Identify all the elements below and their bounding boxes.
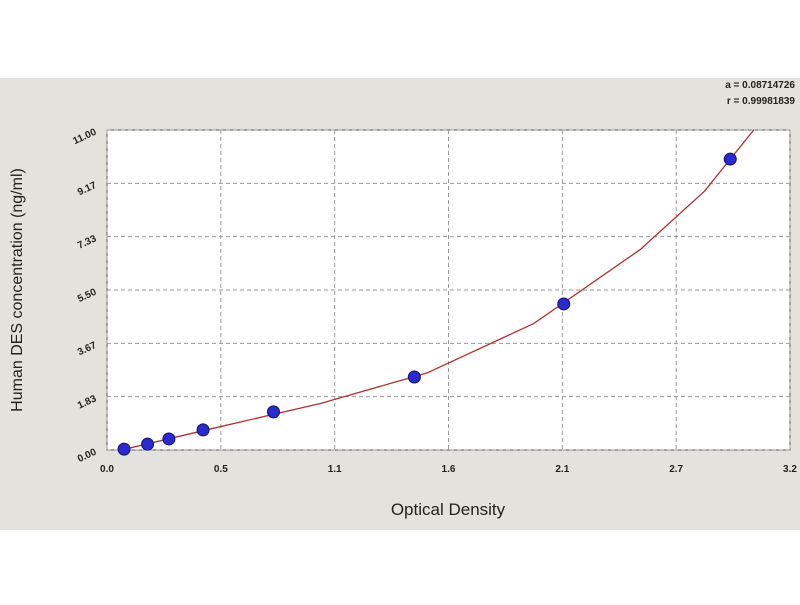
data-point	[266, 405, 280, 419]
y-axis-label: Human DES concentration (ng/ml)	[9, 168, 26, 412]
x-tick-label: 2.1	[555, 464, 569, 475]
x-tick-label: 1.6	[442, 464, 456, 475]
x-axis-label: Optical Density	[391, 500, 506, 519]
data-point	[162, 432, 176, 446]
data-point	[196, 423, 210, 437]
fit-curve	[123, 129, 755, 451]
annotation: r = 0.99981839	[727, 96, 796, 107]
data-point	[557, 297, 571, 311]
x-tick-label: 0.5	[214, 464, 228, 475]
annotation: a = 0.08714726	[725, 80, 795, 91]
x-tick-label: 1.1	[328, 464, 342, 475]
x-tick-label: 2.7	[669, 464, 683, 475]
data-point	[407, 370, 421, 384]
x-tick-label: 3.2	[783, 464, 797, 475]
plot-area	[106, 129, 791, 451]
x-tick-label: 0.0	[100, 464, 114, 475]
data-point	[141, 437, 155, 451]
data-point	[117, 442, 131, 456]
data-point	[723, 152, 737, 166]
